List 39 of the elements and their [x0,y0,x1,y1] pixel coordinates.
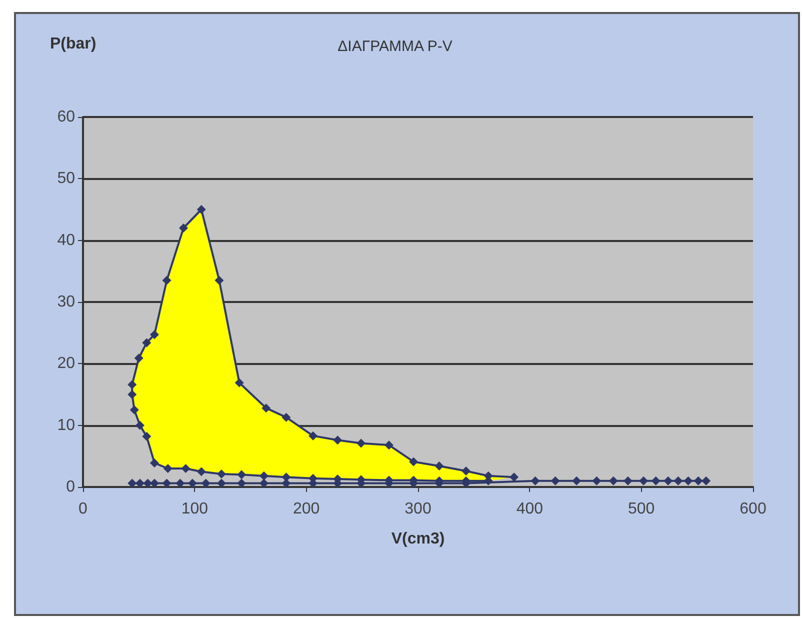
point [176,478,185,488]
x-axis-title: V(cm3) [391,530,445,548]
x-tick-label: 600 [740,500,766,518]
point [702,476,711,486]
y-tick-label: 30 [57,294,76,310]
y-tick-label: 20 [57,355,76,372]
point [135,478,144,488]
point [639,476,648,486]
point [592,476,602,486]
point [608,476,618,486]
x-tick-label: 500 [628,500,655,518]
y-axis-title: P(bar) [50,36,96,52]
y-tick-label: 50 [57,170,76,188]
point [651,476,660,486]
point [684,476,693,486]
chart-title: ΔΙΑΓΡΑΜΜΑ P-V [338,38,452,55]
point [188,478,197,488]
x-tick-label: 300 [404,500,432,518]
point [237,478,246,488]
x-tick-label: 0 [78,500,88,518]
y-tick-label: 10 [57,416,76,434]
point [623,476,632,486]
point [216,478,226,488]
y-tick-label: 40 [57,232,76,249]
x-tick-label: 100 [181,500,208,518]
point [572,476,582,486]
y-tick-label: 60 [57,108,76,126]
y-tick-label: 0 [66,478,76,496]
x-tick-label: 400 [516,500,544,518]
x-tick-label: 200 [292,500,320,518]
point [664,476,673,486]
point [162,478,172,488]
point [201,478,210,488]
point [530,476,540,486]
point [128,478,137,488]
point [674,476,683,486]
point [259,478,268,488]
point [694,476,703,486]
point [550,476,560,486]
